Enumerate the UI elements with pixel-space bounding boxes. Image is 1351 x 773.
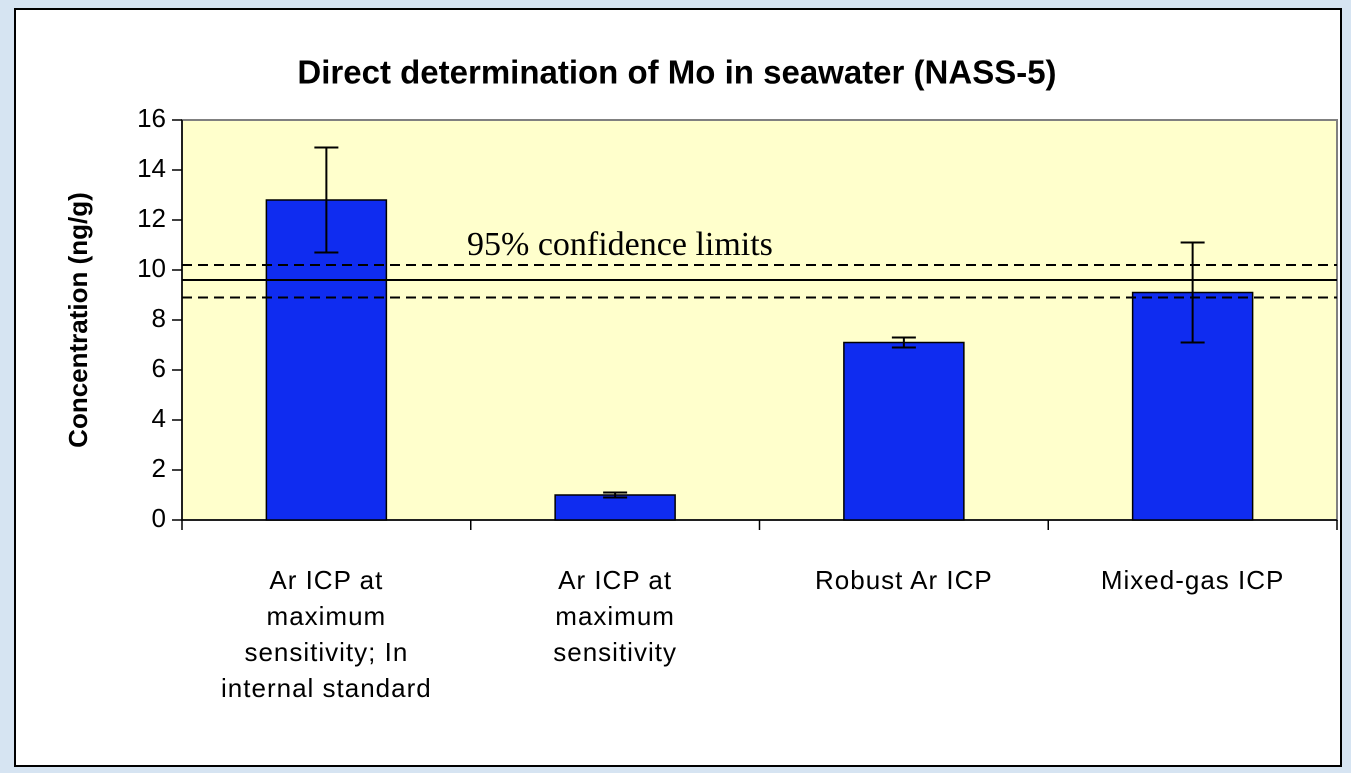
y-axis-label: Concentration (ng/g) xyxy=(63,192,93,448)
x-tick-label: Robust Ar ICP xyxy=(815,565,993,595)
y-tick-label: 8 xyxy=(152,303,166,333)
x-tick-label: Ar ICP at maximum sensitivity xyxy=(553,565,677,667)
y-tick-label: 10 xyxy=(137,253,166,283)
bar xyxy=(843,341,965,521)
bar xyxy=(554,494,676,521)
y-tick-label: 12 xyxy=(137,203,166,233)
y-tick-label: 16 xyxy=(137,103,166,133)
y-tick-label: 6 xyxy=(152,353,166,383)
error-bar xyxy=(603,491,628,499)
y-tick-label: 2 xyxy=(152,453,166,483)
x-tick-label: Ar ICP at maximum sensitivity; In intern… xyxy=(221,565,432,703)
error-bar xyxy=(1180,241,1205,344)
annotation: 95% confidence limits xyxy=(467,226,773,263)
y-tick-label: 14 xyxy=(137,153,166,183)
error-bar xyxy=(314,146,339,254)
y-tick-label: 4 xyxy=(152,403,166,433)
chart-title: Direct determination of Mo in seawater (… xyxy=(297,54,1056,91)
error-bar xyxy=(891,336,916,349)
y-tick-label: 0 xyxy=(152,503,166,533)
x-tick-label: Mixed-gas ICP xyxy=(1100,565,1285,595)
